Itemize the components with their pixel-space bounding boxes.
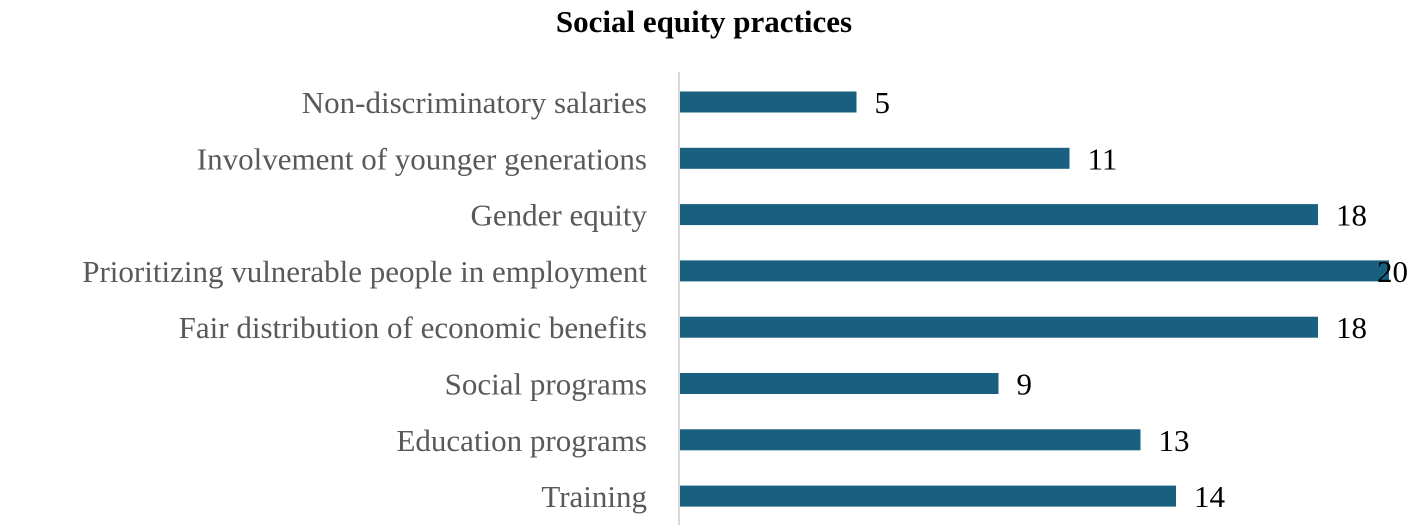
data-label: 5 (875, 85, 891, 120)
bar (680, 429, 1141, 451)
bar (680, 316, 1318, 338)
data-label: 18 (1336, 198, 1367, 233)
bar (680, 373, 999, 394)
bar (680, 485, 1176, 507)
data-label: 18 (1336, 310, 1367, 345)
category-label: Gender equity (471, 198, 648, 233)
bar (680, 91, 857, 113)
chart-title: Social equity practices (556, 4, 852, 39)
category-label: Social programs (445, 367, 647, 402)
bar (680, 260, 1389, 282)
category-label: Prioritizing vulnerable people in employ… (82, 254, 647, 289)
data-label: 13 (1159, 423, 1190, 458)
data-label: 14 (1194, 479, 1226, 514)
category-label: Training (541, 479, 647, 514)
bars-group: Non-discriminatory salaries 5 Involvement … (82, 85, 1408, 514)
category-label: Involvement of younger generations (197, 141, 647, 176)
data-label: 20 (1377, 254, 1408, 289)
data-label: 9 (1017, 367, 1033, 402)
bar (680, 204, 1318, 226)
bar (680, 147, 1070, 169)
category-label: Education programs (396, 423, 647, 458)
category-label: Fair distribution of economic benefits (179, 310, 647, 345)
category-label: Non-discriminatory salaries (302, 85, 647, 120)
data-label: 11 (1088, 141, 1118, 176)
